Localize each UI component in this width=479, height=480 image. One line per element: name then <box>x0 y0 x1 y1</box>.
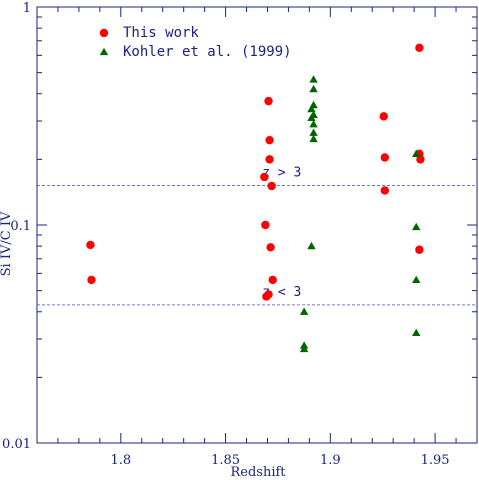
kohler-point <box>309 128 318 136</box>
legend-marker <box>99 47 109 56</box>
y-axis-label: Si IV/C IV <box>0 211 14 276</box>
this-work-point <box>265 155 274 164</box>
x-tick-label: 1.9 <box>320 453 341 468</box>
kohler-point <box>412 149 421 158</box>
kohler-point <box>309 119 318 128</box>
reference-lines: z > 3z < 3 <box>37 165 477 306</box>
this-work-point <box>380 153 390 162</box>
kohler-point <box>309 110 318 119</box>
this-work-point <box>264 96 273 106</box>
x-tick-label: 1.8 <box>110 453 131 468</box>
kohler-point <box>307 104 316 113</box>
this-work-point <box>415 43 424 52</box>
reference-line-label: z > 3 <box>262 165 301 180</box>
kohler-point <box>299 344 309 353</box>
kohler-point <box>309 100 318 109</box>
x-tick-label: 1.95 <box>421 453 450 468</box>
kohler-point <box>412 222 421 231</box>
this-work-point <box>379 112 388 121</box>
kohler-point <box>412 328 421 337</box>
plot-area <box>36 6 478 444</box>
x-axis-label: Redshift <box>230 465 286 480</box>
this-work-point <box>416 155 425 164</box>
kohler-point <box>299 307 309 315</box>
y-tick-label: 1 <box>23 1 31 16</box>
this-work-point <box>86 240 95 250</box>
kohler-point <box>309 75 318 83</box>
this-work-point <box>261 220 270 230</box>
this-work-point <box>266 243 275 252</box>
this-work-point <box>260 172 269 182</box>
legend-label: Kohler et al. (1999) <box>123 44 292 60</box>
this-work-point <box>268 275 277 285</box>
data-points <box>86 43 425 353</box>
this-work-point <box>265 135 274 145</box>
this-work-point <box>87 275 96 285</box>
this-work-point <box>380 186 390 195</box>
axis-ticks: 1.8 1.85 1.9 1.95 0.01 0.1 1 <box>2 1 478 468</box>
legend: This work Kohler et al. (1999) <box>99 25 292 60</box>
y-tick-label: 0.01 <box>2 437 31 452</box>
this-work-point <box>415 245 424 254</box>
this-work-point <box>264 290 273 299</box>
legend-marker <box>99 28 109 38</box>
kohler-point <box>309 84 318 93</box>
kohler-point <box>412 275 421 284</box>
x-tick-label: 1.85 <box>211 453 240 468</box>
plot-border <box>36 6 478 444</box>
kohler-point <box>309 134 318 143</box>
legend-label: This work <box>123 25 199 41</box>
y-tick-label: 0.1 <box>10 219 31 234</box>
kohler-point <box>307 241 316 250</box>
this-work-point <box>267 181 276 191</box>
